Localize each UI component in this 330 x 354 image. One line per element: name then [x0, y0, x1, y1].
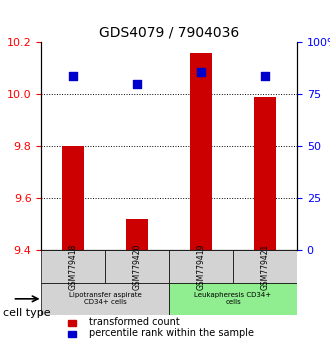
FancyBboxPatch shape: [105, 250, 169, 282]
Text: Lipotransfer aspirate
CD34+ cells: Lipotransfer aspirate CD34+ cells: [69, 292, 142, 306]
Text: GSM779419: GSM779419: [197, 243, 206, 290]
FancyBboxPatch shape: [169, 282, 297, 315]
Point: [198, 69, 204, 74]
FancyBboxPatch shape: [233, 250, 297, 282]
Text: GSM779420: GSM779420: [133, 243, 142, 290]
Bar: [126, 219, 148, 250]
Text: transformed count: transformed count: [89, 317, 180, 327]
Text: cell type: cell type: [3, 308, 51, 318]
Point: [135, 81, 140, 87]
Point: [71, 73, 76, 79]
Text: GSM779421: GSM779421: [260, 243, 270, 290]
Bar: [62, 146, 84, 250]
FancyBboxPatch shape: [169, 250, 233, 282]
FancyBboxPatch shape: [41, 250, 105, 282]
Title: GDS4079 / 7904036: GDS4079 / 7904036: [99, 26, 239, 40]
Text: Leukapheresis CD34+
cells: Leukapheresis CD34+ cells: [194, 292, 272, 306]
Bar: [190, 53, 212, 250]
Point: [262, 73, 268, 79]
Bar: [254, 97, 276, 250]
Text: GSM779418: GSM779418: [69, 243, 78, 290]
Text: percentile rank within the sample: percentile rank within the sample: [89, 328, 254, 338]
FancyBboxPatch shape: [41, 282, 169, 315]
